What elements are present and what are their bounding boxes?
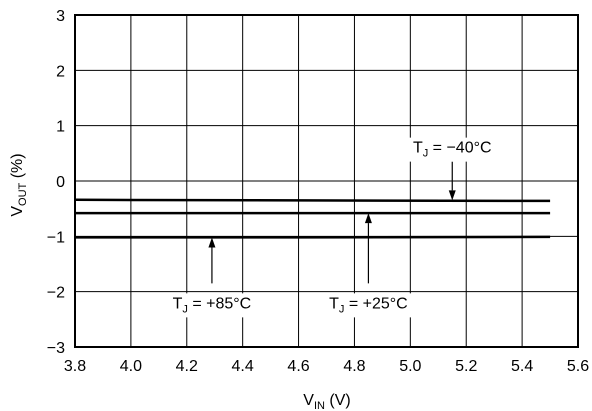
- series-line: [74, 198, 551, 203]
- annotation-arrow-head: [364, 213, 372, 224]
- x-tick-label: 4.4: [232, 358, 254, 375]
- annotation-label-t40: TJ = −40°C: [413, 140, 492, 160]
- x-tick-labels: 3.8 4.0 4.2 4.4 4.6 4.8 5.0 5.2 5.4 5.6: [64, 358, 589, 375]
- y-tick-label: 3: [56, 8, 65, 25]
- x-axis-title: VIN (V): [303, 392, 350, 411]
- annotation-arrow-head: [208, 237, 216, 248]
- x-tick-label: 4.6: [287, 358, 309, 375]
- annotation-label-bg: [166, 293, 258, 318]
- series-group: [74, 198, 551, 239]
- y-tick-label: 2: [56, 63, 65, 80]
- x-tick-label: 4.0: [120, 358, 142, 375]
- annotation-label-bg: [323, 293, 414, 318]
- annotation-label-t25: TJ = +25°C: [329, 295, 408, 315]
- x-tick-label: 3.8: [64, 358, 86, 375]
- y-tick-label: −1: [47, 229, 65, 246]
- x-tick-label: 5.4: [511, 358, 533, 375]
- annotation-label-t85: TJ = +85°C: [173, 295, 252, 315]
- y-tick-label: −2: [47, 285, 65, 302]
- y-tick-label: 0: [56, 174, 65, 191]
- x-tick-label: 5.6: [567, 358, 589, 375]
- x-tick-label: 4.8: [343, 358, 365, 375]
- annotation-arrow-head: [448, 190, 456, 201]
- x-tick-label: 5.0: [399, 358, 421, 375]
- x-tick-label: 5.2: [455, 358, 477, 375]
- y-tick-label: 1: [56, 119, 65, 136]
- y-axis-title: VOUT (%): [9, 153, 29, 216]
- x-tick-label: 4.2: [176, 358, 198, 375]
- series-line: [75, 235, 551, 239]
- y-tick-label: −3: [47, 340, 65, 357]
- annotation-label-bg: [406, 137, 498, 162]
- plot-frame: [74, 14, 579, 348]
- y-tick-labels: 3 2 1 0 −1 −2 −3: [47, 8, 65, 357]
- annotations: TJ = +85°C TJ = +25°C TJ = −40°C: [166, 137, 498, 318]
